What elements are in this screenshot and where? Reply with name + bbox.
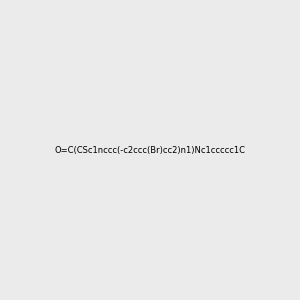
Text: O=C(CSc1nccc(-c2ccc(Br)cc2)n1)Nc1ccccc1C: O=C(CSc1nccc(-c2ccc(Br)cc2)n1)Nc1ccccc1C <box>55 146 245 154</box>
